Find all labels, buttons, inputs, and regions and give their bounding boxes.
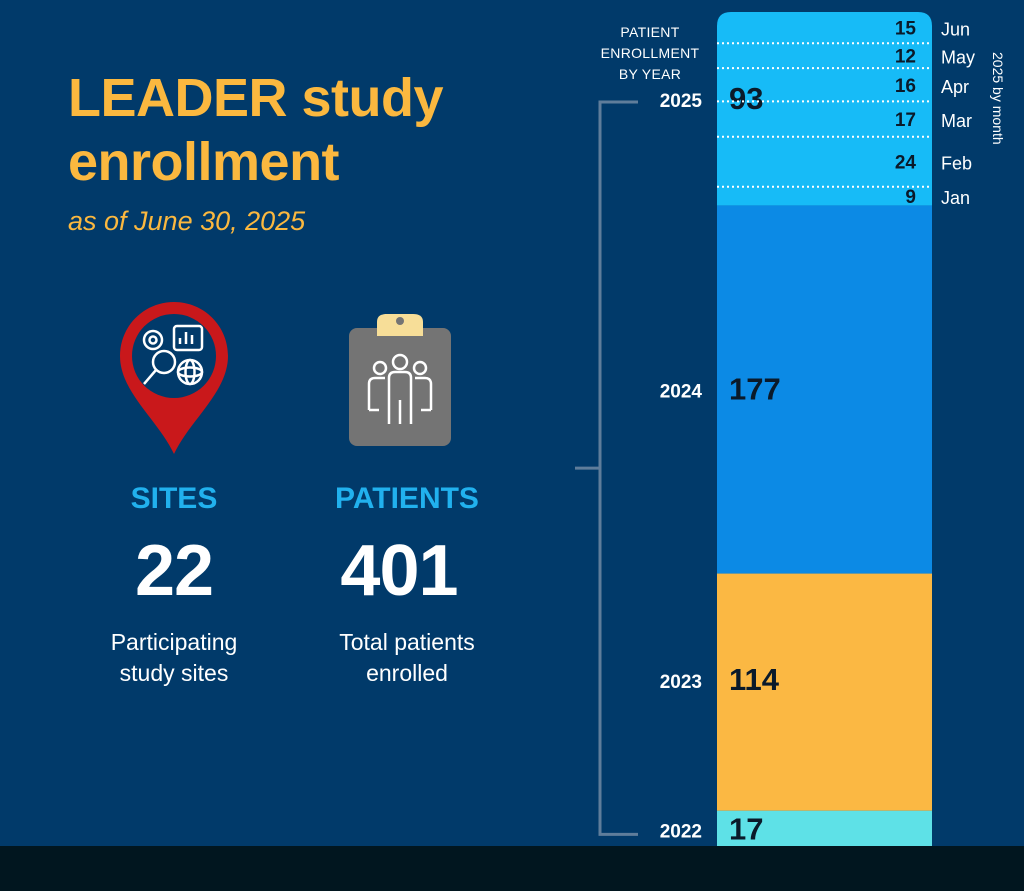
year-bracket <box>598 100 638 836</box>
sites-value: 22 <box>134 531 214 611</box>
month-value-Mar: 17 <box>895 110 916 131</box>
month-label-Mar: Mar <box>941 111 972 131</box>
year-label-2025: 2025 <box>660 91 703 112</box>
page-subtitle: as of June 30, 2025 <box>68 206 306 236</box>
value-label-2023: 114 <box>729 662 780 697</box>
month-axis-label: 2025 by month <box>990 52 1006 145</box>
year-label-2023: 2023 <box>660 672 702 693</box>
bar-segment-2024 <box>717 205 932 574</box>
clipboard-people-icon <box>349 314 451 446</box>
page-title: LEADER study enrollment <box>68 68 444 192</box>
month-value-Feb: 24 <box>895 153 917 174</box>
patients-description: Total patients enrolled <box>287 627 527 689</box>
chart-header: PATIENT ENROLLMENT BY YEAR <box>580 22 720 85</box>
value-label-2025: 93 <box>729 81 763 116</box>
month-value-Apr: 16 <box>895 76 916 97</box>
sites-description: Participating study sites <box>54 627 294 689</box>
map-pin-research-icon <box>120 302 228 454</box>
footer-strip <box>0 846 1024 891</box>
month-label-Jun: Jun <box>941 20 970 40</box>
month-label-Feb: Feb <box>941 154 972 174</box>
value-label-2024: 177 <box>729 371 781 406</box>
patients-label: PATIENTS <box>335 482 479 515</box>
year-label-2024: 2024 <box>660 381 703 402</box>
month-label-Jan: Jan <box>941 188 970 208</box>
patients-value: 401 <box>340 531 458 611</box>
bar-stack <box>717 12 932 846</box>
sites-description-line1: Participating <box>110 629 238 655</box>
value-label-2022: 17 <box>729 811 763 846</box>
patients-description-line1: Total patients <box>339 629 475 655</box>
sites-label: SITES <box>130 482 218 515</box>
month-value-May: 12 <box>895 47 916 68</box>
bar-segment-2022 <box>717 810 932 846</box>
month-label-May: May <box>941 48 975 68</box>
chart-header-line3: BY YEAR <box>618 66 682 82</box>
sites-description-line2: study sites <box>119 660 229 686</box>
patients-description-line2: enrolled <box>366 660 448 686</box>
chart-header-line1: PATIENT <box>620 24 680 40</box>
bar-segment-2025 <box>717 12 932 206</box>
month-value-Jan: 9 <box>905 187 916 208</box>
bar-segment-2023 <box>717 573 932 811</box>
year-label-2022: 2022 <box>660 821 702 842</box>
month-label-Apr: Apr <box>941 77 969 97</box>
chart-header-line2: ENROLLMENT <box>600 45 700 61</box>
month-value-Jun: 15 <box>895 19 917 40</box>
